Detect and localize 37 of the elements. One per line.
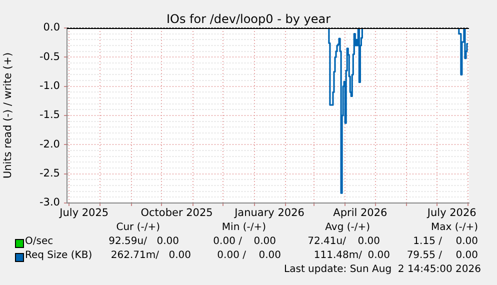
text: 0.00 [168,250,191,261]
x-tick-label: October 2025 [140,207,213,220]
legend-label: Req Size (KB) [25,250,92,261]
text: 0.00 [258,250,281,261]
text: 79.55 / [406,250,442,261]
text: 0.00 / [213,236,242,247]
x-tick-label: July 2025 [58,207,109,220]
text: 0.00 [456,236,478,247]
text: 0.00 [456,250,478,261]
text: 262.71m/ [110,250,159,261]
y-tick-label: -2.5 [40,168,60,180]
x-tick-label: January 2026 [234,207,305,220]
legend-label: O/sec [25,236,54,247]
text: 0.00 [368,250,390,261]
text: Min (-/+) [222,222,266,233]
text: 1.15 / [413,236,442,247]
text: 0.00 [254,236,276,247]
text: 111.48m/ [314,250,362,261]
chart-title: IOs for /dev/loop0 - by year [166,12,331,26]
y-tick-label: -2.0 [40,138,60,150]
text: 0.00 [358,236,380,247]
y-tick-label: -3.0 [40,196,60,209]
text: Max (-/+) [430,222,478,233]
y-tick-label: -1.5 [40,109,60,122]
text: 0.00 [156,236,179,247]
text: Cur (-/+) [116,222,160,233]
y-tick-label: -1.0 [40,80,60,92]
y-tick-label: 0.0 [43,22,60,34]
text: 72.41u/ [308,236,346,247]
text: 92.59u/ [108,236,147,247]
text: Avg (-/+) [325,222,370,233]
y-tick-label: -0.5 [40,50,60,63]
text: Last update: Sun Aug 2 14:45:00 2026 [284,264,481,275]
y-axis-title: Units read (-) / write (+) [2,52,14,179]
text: 0.00 / [217,250,246,261]
x-tick-label: April 2026 [333,207,388,220]
x-tick-label: July 2026 [426,207,477,220]
